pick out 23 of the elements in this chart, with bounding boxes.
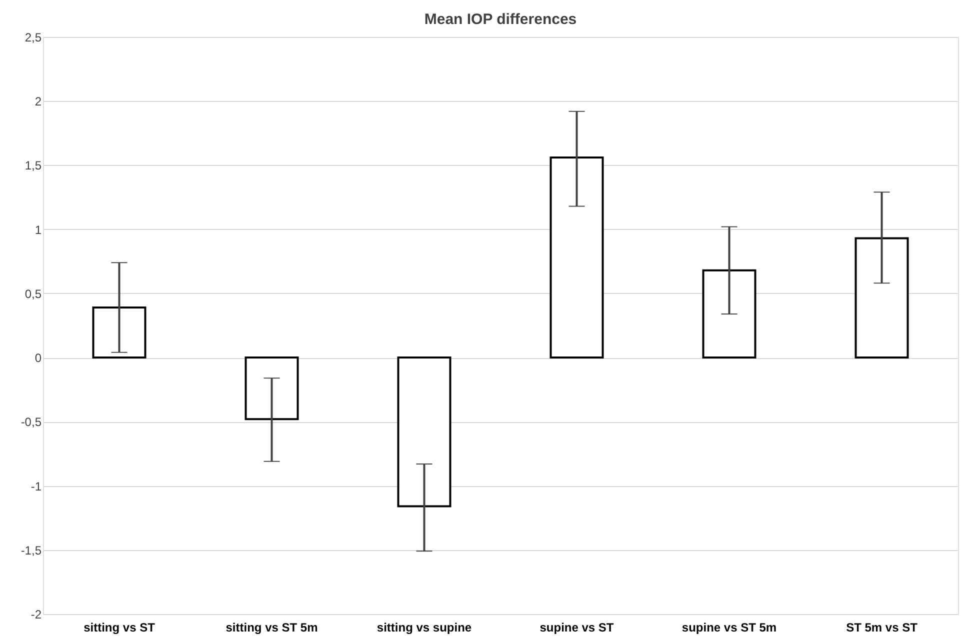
y-tick-label: 1,5 <box>24 158 42 173</box>
x-tick-label: ST 5m vs ST <box>846 620 918 634</box>
x-tick-label: sitting vs ST 5m <box>226 620 318 634</box>
bar <box>854 237 909 359</box>
bar <box>702 269 756 359</box>
y-tick-label: 2,5 <box>24 30 42 44</box>
y-tick-label: 1 <box>34 222 42 237</box>
y-tick-label: -1 <box>30 479 42 494</box>
bar <box>397 356 452 508</box>
y-tick-label: 0 <box>34 351 42 366</box>
bar <box>92 306 146 359</box>
x-tick-label: supine vs ST <box>540 620 614 634</box>
y-tick-label: 2 <box>34 94 42 109</box>
bar <box>244 356 299 420</box>
x-tick-label: supine vs ST 5m <box>682 620 777 634</box>
y-tick-label: -0,5 <box>20 415 42 430</box>
y-tick-label: -2 <box>30 608 42 622</box>
y-tick-label: -1,5 <box>20 543 42 558</box>
y-tick-label: 0,5 <box>24 286 42 301</box>
chart-title: Mean IOP differences <box>424 11 577 28</box>
x-tick-label: sitting vs ST <box>84 620 156 634</box>
bar <box>550 156 604 359</box>
x-tick-label: sitting vs supine <box>376 620 472 634</box>
